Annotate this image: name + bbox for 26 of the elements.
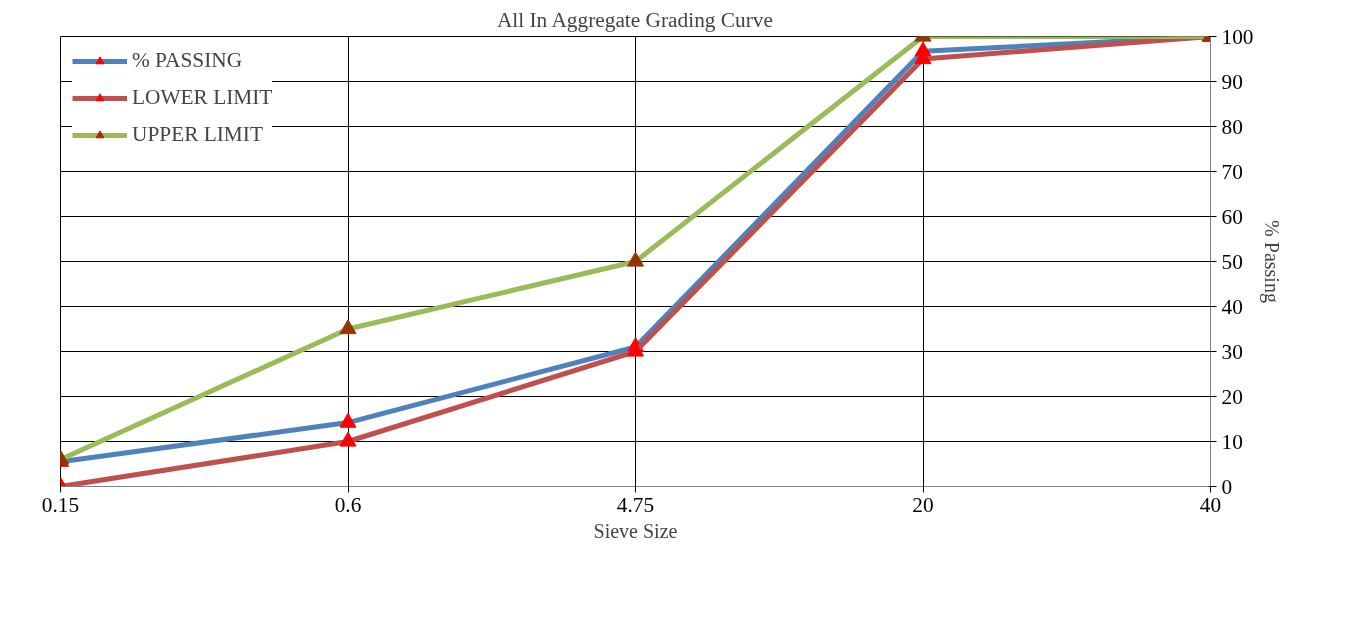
x-tick-label: 4.75 <box>616 492 655 517</box>
y-tick-label: 40 <box>1221 294 1243 319</box>
y-tick-label: 80 <box>1221 114 1243 139</box>
point <box>627 251 644 267</box>
x-tick-label: 0.15 <box>41 492 80 517</box>
legend-label: UPPER LIMIT <box>132 122 263 147</box>
x-tick-label: 0.6 <box>334 492 362 517</box>
legend-label: % PASSING <box>132 48 243 73</box>
y-axis-title: % Passing <box>1260 220 1284 303</box>
y-tick-label: 0 <box>1221 474 1233 499</box>
point <box>339 431 357 447</box>
y-tick-label: 90 <box>1221 69 1243 94</box>
y-tick-label: 100 <box>1221 24 1254 49</box>
legend-label: LOWER LIMIT <box>132 85 273 110</box>
x-tick-label: 20 <box>912 492 934 517</box>
y-tick-label: 50 <box>1221 249 1243 274</box>
y-tick-label: 70 <box>1221 159 1243 184</box>
y-tick-label: 20 <box>1221 384 1243 409</box>
x-tick-label: 40 <box>1199 492 1222 517</box>
point <box>339 412 357 428</box>
y-tick-label: 60 <box>1221 204 1243 229</box>
point <box>339 319 357 335</box>
chart-title: All In Aggregate Grading Curve <box>496 7 773 32</box>
y-tick-label: 30 <box>1221 339 1243 364</box>
y-tick-label: 10 <box>1221 429 1243 454</box>
x-axis-title: Sieve Size <box>593 519 678 542</box>
